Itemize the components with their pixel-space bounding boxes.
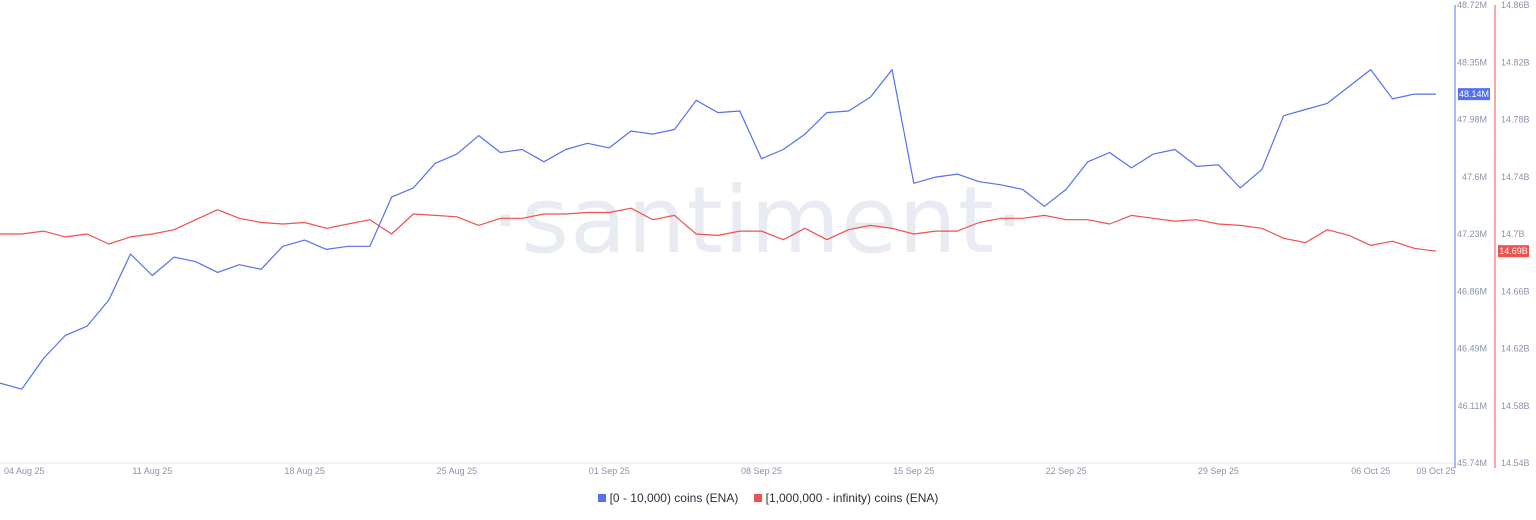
left-y-tick-label: 46.11M	[1458, 401, 1487, 411]
right-y-tick-label: 14.62B	[1501, 344, 1530, 354]
left-y-tick-label: 47.6M	[1462, 172, 1487, 182]
series-line-whales	[0, 207, 1437, 252]
series-line-small-holders	[0, 68, 1436, 390]
x-tick-label: 18 Aug 25	[284, 466, 325, 476]
legend-label: [0 - 10,000) coins (ENA)	[609, 491, 739, 505]
last-value-badge	[1498, 245, 1529, 258]
left-y-axis-ticks: 48.72M 48.35M 47.98M 47.6M 47.23M 46.86M 46.49…	[1457, 0, 1487, 468]
right-y-tick-label: 14.7B	[1501, 229, 1525, 239]
x-tick-label: 22 Sep 25	[1046, 466, 1087, 476]
legend-swatch-red	[753, 494, 762, 502]
x-tick-label: 11 Aug 25	[132, 466, 172, 476]
right-y-tick-label: 14.86B	[1501, 0, 1530, 10]
x-tick-label: 09 Oct 25	[1416, 466, 1455, 476]
right-y-tick-label: 14.58B	[1501, 401, 1530, 411]
axes	[0, 5, 1496, 468]
x-tick-label: 01 Sep 25	[589, 466, 630, 476]
x-tick-label: 04 Aug 25	[4, 466, 45, 476]
right-y-axis-ticks: 14.86B 14.82B 14.78B 14.74B 14.7B 14.66B 14.62…	[1501, 0, 1530, 468]
left-y-tick-label: 48.72M	[1457, 0, 1487, 10]
x-tick-label: 06 Oct 25	[1351, 466, 1390, 476]
right-y-tick-label: 14.78B	[1501, 115, 1530, 125]
legend: [0 - 10,000) coins (ENA) [1,000,000 - in…	[0, 491, 1536, 505]
last-value-badge	[1458, 88, 1490, 101]
x-tick-label: 08 Sep 25	[741, 466, 782, 476]
left-y-tick-label: 47.23M	[1457, 229, 1487, 239]
legend-item-small-holders[interactable]: [0 - 10,000) coins (ENA)	[597, 491, 739, 505]
right-y-tick-label: 14.74B	[1501, 172, 1530, 182]
last-value-badge-label: 14.69B	[1499, 246, 1528, 256]
x-tick-label: 25 Aug 25	[437, 466, 478, 476]
line-chart: ·santiment· 04 Aug 25 11 Aug 25 18 Aug 25 2…	[0, 0, 1530, 476]
legend-item-whales[interactable]: [1,000,000 - infinity) coins (ENA)	[753, 491, 939, 505]
watermark: ·santiment·	[491, 167, 1025, 274]
left-y-tick-label: 46.86M	[1457, 286, 1487, 296]
right-y-tick-label: 14.82B	[1501, 57, 1530, 67]
left-y-tick-label: 48.35M	[1457, 57, 1487, 67]
legend-swatch-blue	[597, 494, 606, 502]
last-value-badges: 48.14M 14.69B	[1458, 88, 1529, 258]
right-y-tick-label: 14.54B	[1501, 458, 1530, 468]
series-layer	[0, 68, 1437, 390]
left-y-tick-label: 45.74M	[1457, 458, 1487, 468]
x-tick-label: 15 Sep 25	[893, 466, 934, 476]
right-y-tick-label: 14.66B	[1501, 286, 1530, 296]
legend-label: [1,000,000 - infinity) coins (ENA)	[765, 491, 939, 505]
left-y-tick-label: 46.49M	[1457, 344, 1487, 354]
x-axis-ticks: 04 Aug 25 11 Aug 25 18 Aug 25 25 Aug 25 01 S…	[4, 466, 1456, 476]
left-y-tick-label: 47.98M	[1457, 115, 1487, 125]
x-tick-label: 29 Sep 25	[1198, 466, 1239, 476]
last-value-badge-label: 48.14M	[1459, 89, 1489, 99]
